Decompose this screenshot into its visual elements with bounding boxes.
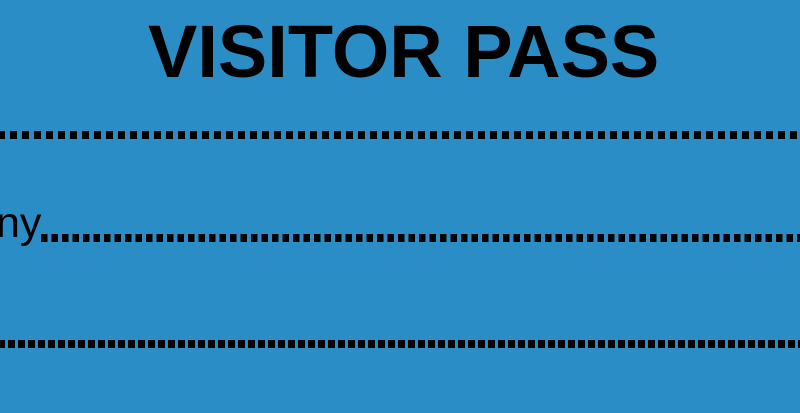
pass-title: VISITOR PASS — [148, 10, 660, 93]
label-fragment-text: ny — [0, 199, 42, 247]
fill-in-field-row: ny — [0, 202, 800, 245]
fill-in-dotted-line-1 — [0, 131, 800, 139]
fill-in-dotted-line-3 — [0, 340, 800, 348]
fill-in-dotted-line-2 — [41, 234, 800, 242]
